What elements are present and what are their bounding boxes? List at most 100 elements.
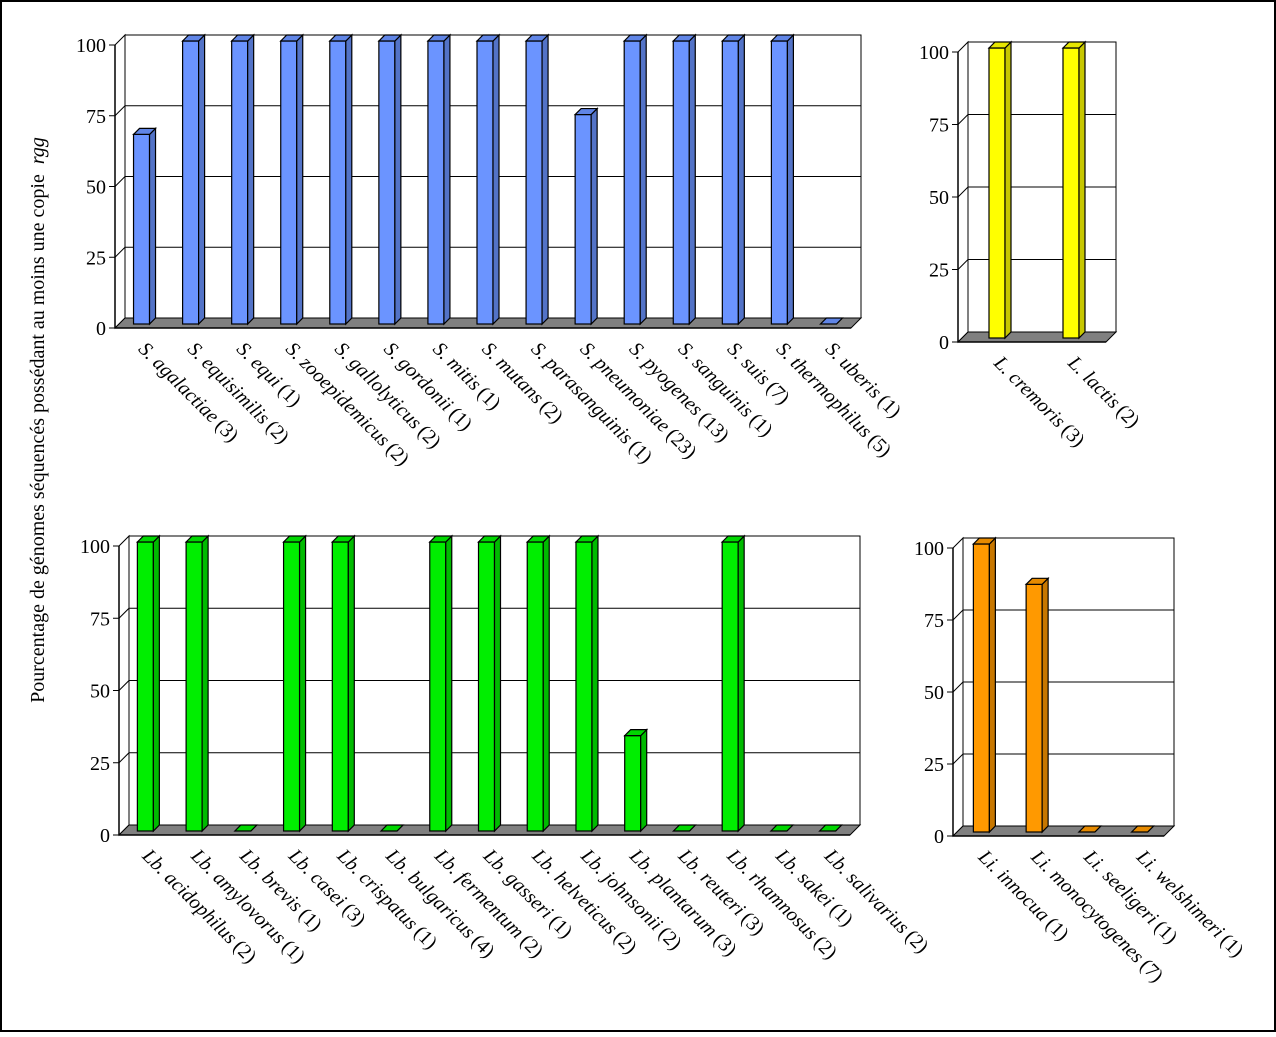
grid-line-side [118, 680, 130, 691]
bar-side [493, 534, 502, 833]
bar [377, 33, 403, 326]
y-tick-label: 50 [929, 187, 949, 209]
bar-side [443, 33, 451, 326]
bar-top [282, 535, 308, 543]
bar [769, 33, 795, 326]
bar-top [524, 34, 550, 42]
bar-front [525, 40, 543, 325]
bar-top [1024, 577, 1050, 585]
bar-top [184, 535, 210, 543]
y-tick-label: 100 [80, 536, 110, 558]
bar-front [988, 47, 1006, 339]
grid-line-side [952, 681, 964, 693]
y-tick-label: 50 [924, 682, 944, 704]
bar-front [624, 735, 642, 832]
bar-front [280, 40, 298, 325]
bar-top [132, 127, 157, 135]
bar-top [769, 824, 795, 832]
bar-top [720, 34, 746, 42]
bar-side [737, 33, 745, 326]
bar-front [575, 541, 593, 832]
bar-front [182, 40, 200, 325]
bar [720, 33, 746, 326]
bar [818, 824, 844, 832]
bar [132, 126, 157, 326]
bar-top [426, 34, 452, 42]
y-tick-label: 25 [90, 753, 110, 775]
y-tick-label: 0 [100, 825, 110, 847]
bar [328, 33, 354, 326]
bar-top [720, 535, 746, 543]
bar-side [591, 534, 599, 833]
bar [622, 33, 648, 326]
y-tick-label: 100 [76, 35, 106, 57]
bar-top [671, 824, 697, 832]
bar-side [1041, 576, 1049, 834]
bar-front [282, 541, 301, 832]
y-tick-label: 100 [914, 538, 944, 560]
bar [1130, 825, 1156, 833]
bar [671, 33, 697, 326]
bar-side [1004, 40, 1012, 340]
bar [181, 33, 207, 326]
bar-front [721, 541, 739, 832]
bar-side [345, 33, 353, 326]
y-tick-label: 0 [934, 826, 944, 848]
grid-line-side [114, 176, 126, 187]
bar-top [971, 537, 997, 545]
bar-top [377, 34, 403, 42]
bar-side [445, 534, 453, 833]
bar [1024, 576, 1050, 834]
bar-top [769, 34, 795, 42]
bar-top [1130, 825, 1156, 833]
bar-top [428, 535, 454, 543]
bar [135, 534, 161, 833]
bar-top [622, 34, 648, 42]
bar-side [688, 33, 696, 326]
y-tick-label: 75 [929, 115, 949, 137]
bar-top [279, 34, 305, 42]
bar-top [525, 535, 551, 543]
bar-top [135, 535, 161, 543]
y-tick-label: 25 [86, 247, 106, 269]
bar-front [721, 40, 739, 325]
bar-front [623, 40, 641, 325]
bar-front [132, 133, 151, 325]
bar-front [1062, 47, 1080, 339]
bar-front [477, 541, 496, 832]
y-tick-label: 100 [919, 42, 949, 64]
bar-top [477, 535, 502, 543]
plot-floor [956, 331, 1118, 343]
bar-side [639, 33, 647, 326]
bar-front [672, 40, 690, 325]
bar [426, 33, 452, 326]
bar-front [329, 40, 347, 325]
bar [671, 824, 697, 832]
grid-line-side [957, 259, 969, 270]
bar-side [296, 33, 304, 326]
y-tick-label: 50 [86, 177, 106, 199]
bar-front [526, 541, 544, 832]
bar-front [231, 40, 249, 325]
bar [379, 824, 405, 832]
bar-side [347, 534, 355, 833]
grid-line-side [957, 186, 969, 198]
grid-line-side [114, 105, 126, 117]
bar-top [330, 535, 356, 543]
bar [330, 534, 356, 833]
y-tick-label: 25 [929, 260, 949, 282]
grid-line-side [952, 609, 964, 621]
bar-side [394, 33, 402, 326]
bar-front [476, 40, 494, 325]
bar [623, 728, 649, 833]
bar-top [181, 34, 207, 42]
bar [184, 534, 210, 833]
bar-side [737, 534, 745, 833]
bar-front [185, 541, 203, 832]
bar-front [136, 541, 154, 832]
y-tick-label: 50 [90, 681, 110, 703]
bar-top [475, 34, 501, 42]
grid-line-side [957, 114, 969, 125]
bar [477, 534, 502, 833]
